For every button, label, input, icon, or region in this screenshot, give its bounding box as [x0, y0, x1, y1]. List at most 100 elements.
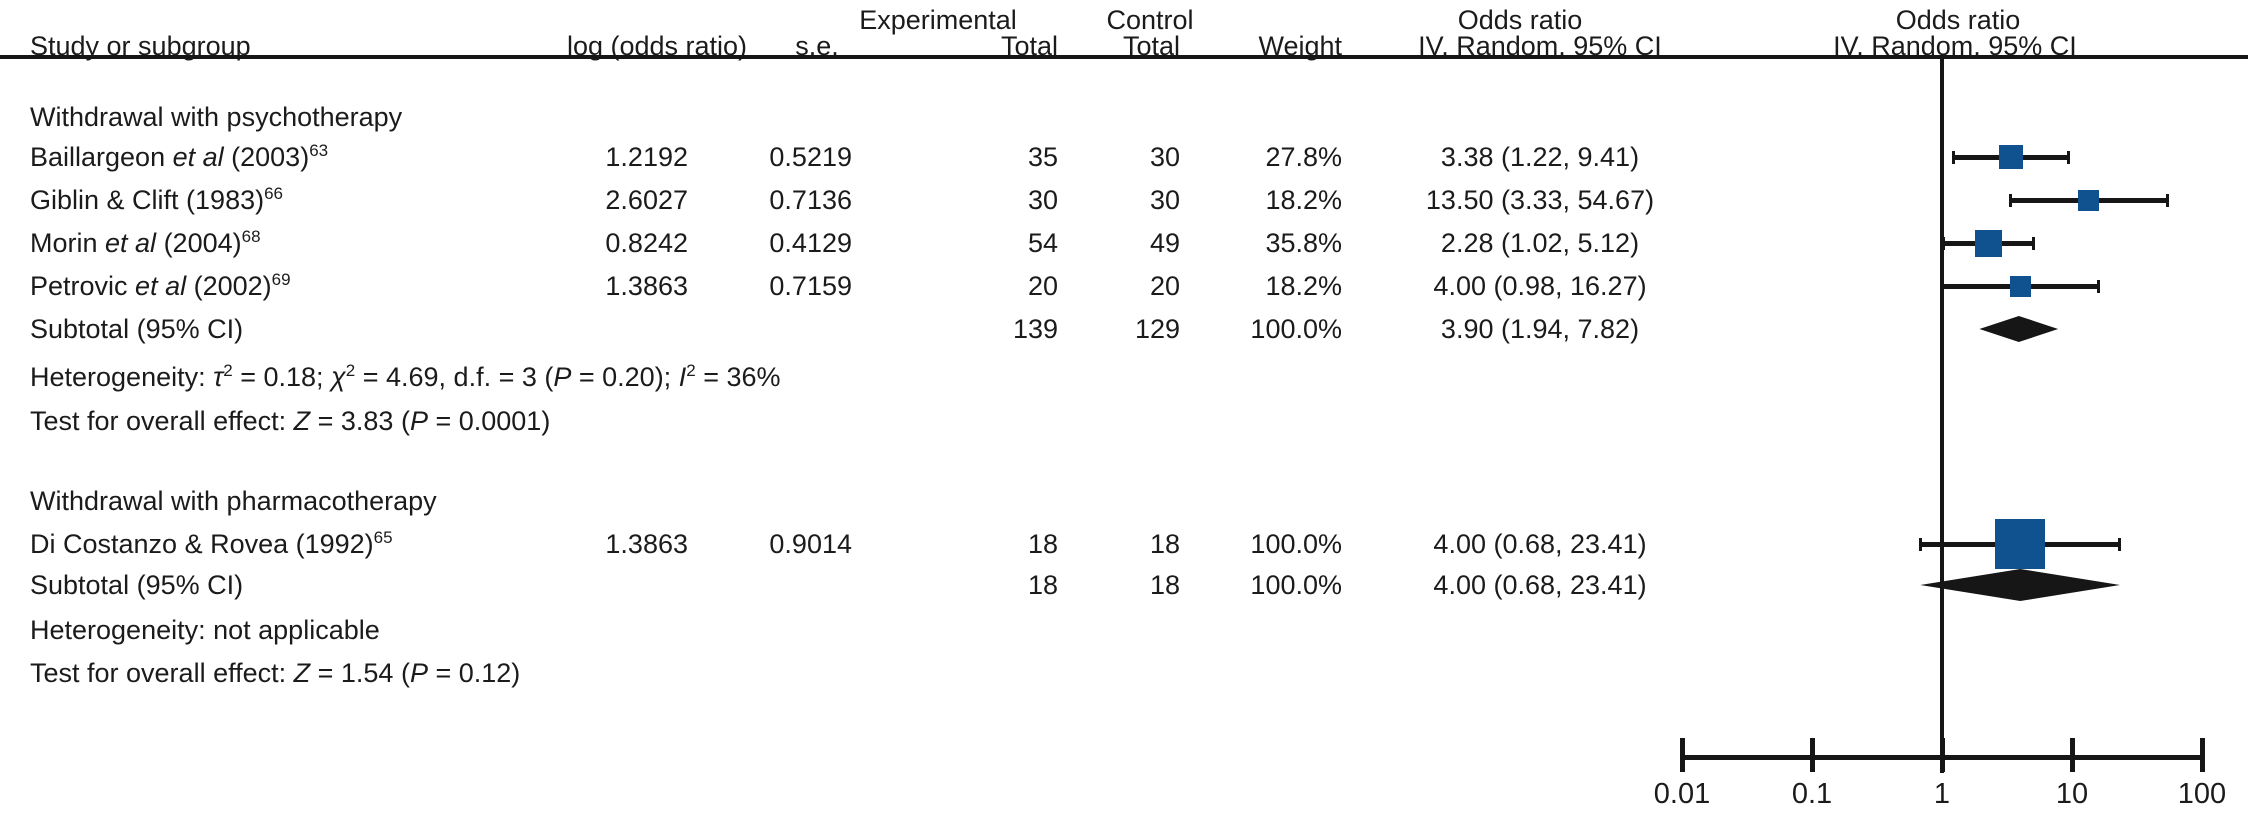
- het-part: = 0.20);: [571, 362, 679, 392]
- control-total-value: 20: [1149, 271, 1180, 301]
- experimental-total-value: 20: [1027, 271, 1058, 301]
- subtotal-row: Subtotal (95% CI) 18 18 100.0% 4.00 (0.6…: [0, 568, 2248, 602]
- study-name-year: (2003): [223, 142, 310, 172]
- reference-superscript: 65: [373, 528, 393, 547]
- overall-effect-text: Test for overall effect: Z = 3.83 (P = 0…: [30, 404, 1130, 438]
- i-squared-symbol: I: [678, 362, 687, 392]
- study-label: Petrovic et al (2002)69: [30, 269, 1010, 303]
- ci-cap: [1939, 280, 1943, 293]
- odds-ratio-ci-value: 4.00 (0.98, 16.27): [1433, 271, 1647, 301]
- reference-superscript: 68: [241, 227, 261, 246]
- ci-cap: [2097, 280, 2101, 293]
- control-total-value: 30: [1149, 185, 1180, 215]
- p-symbol: P: [409, 406, 428, 436]
- section-title-row: Withdrawal with psychotherapy: [0, 100, 2248, 134]
- z-symbol: Z: [293, 658, 311, 688]
- subtotal-diamond: [1979, 316, 2059, 342]
- control-total-value: 49: [1149, 228, 1180, 258]
- odds-ratio-ci-value: 13.50 (3.33, 54.67): [1425, 185, 1655, 215]
- weight-value: 100.0%: [1250, 314, 1342, 344]
- control-total-value: 18: [1149, 529, 1180, 559]
- odds-ratio-ci-value: 4.00 (0.68, 23.41): [1433, 570, 1647, 600]
- experimental-total-value: 54: [1027, 228, 1058, 258]
- column-group-odds-ratio-text: Odds ratio: [1457, 5, 1583, 35]
- se-value: 0.4129: [769, 228, 852, 258]
- heterogeneity-text: Heterogeneity: not applicable: [30, 615, 380, 645]
- experimental-total-value: 18: [1027, 570, 1058, 600]
- control-total-value: 18: [1149, 570, 1180, 600]
- odds-ratio-ci-value: 2.28 (1.02, 5.12): [1440, 228, 1640, 258]
- se-value: 0.9014: [769, 529, 852, 559]
- axis-tick-label: 10: [2055, 778, 2089, 810]
- superscript: 2: [345, 361, 356, 380]
- ci-cap: [2032, 237, 2036, 250]
- study-name-year: (2004): [156, 228, 242, 258]
- study-row: Petrovic et al (2002)69 1.3863 0.7159 20…: [0, 269, 2248, 303]
- study-row: Di Costanzo & Rovea (1992)65 1.3863 0.90…: [0, 527, 2248, 561]
- overall-effect-row: Test for overall effect: Z = 1.54 (P = 0…: [0, 656, 2248, 690]
- study-name: Giblin & Clift (1983): [30, 185, 265, 215]
- log-odds-ratio-value: 2.6027: [605, 185, 688, 215]
- study-name-year: (2002): [186, 271, 272, 301]
- header-group-row: Experimental Control Odds ratio Odds rat…: [0, 3, 2248, 37]
- weight-value: 18.2%: [1265, 271, 1342, 301]
- effect-square: [2009, 275, 2031, 297]
- subtotal-row: Subtotal (95% CI) 139 129 100.0% 3.90 (1…: [0, 312, 2248, 346]
- effect-square: [2078, 189, 2100, 211]
- axis-tick-label: 0.01: [1653, 778, 1711, 810]
- tau-symbol: τ: [213, 362, 224, 392]
- experimental-total-value: 139: [1012, 314, 1058, 344]
- ci-cap: [1942, 237, 1946, 250]
- test-part: = 0.12): [427, 658, 521, 688]
- se-value: 0.7136: [769, 185, 852, 215]
- se-value: 0.7159: [769, 271, 852, 301]
- study-name: Di Costanzo & Rovea (1992): [30, 529, 374, 559]
- subtotal-label: Subtotal (95% CI): [30, 314, 244, 344]
- ci-cap: [1919, 538, 1923, 551]
- study-name-italic: et al: [135, 271, 187, 301]
- log-odds-ratio-value: 0.8242: [605, 228, 688, 258]
- p-symbol: P: [553, 362, 572, 392]
- study-row: Baillargeon et al (2003)63 1.2192 0.5219…: [0, 140, 2248, 174]
- weight-value: 35.8%: [1265, 228, 1342, 258]
- heterogeneity-text: Heterogeneity: τ2 = 0.18; χ2 = 4.69, d.f…: [30, 360, 1130, 394]
- reference-superscript: 63: [309, 141, 329, 160]
- study-name: Petrovic: [30, 271, 136, 301]
- axis-tick: [1809, 738, 1815, 772]
- weight-value: 18.2%: [1265, 185, 1342, 215]
- ci-cap: [1952, 151, 1956, 164]
- axis-tick-label: 0.1: [1791, 778, 1833, 810]
- weight-value: 27.8%: [1265, 142, 1342, 172]
- log-odds-ratio-value: 1.2192: [605, 142, 688, 172]
- experimental-total-value: 18: [1027, 529, 1058, 559]
- log-odds-ratio-value: 1.3863: [605, 271, 688, 301]
- axis-tick: [1679, 738, 1685, 772]
- study-label: Morin et al (2004)68: [30, 226, 1010, 260]
- overall-effect-row: Test for overall effect: Z = 3.83 (P = 0…: [0, 404, 2248, 438]
- se-value: 0.5219: [769, 142, 852, 172]
- heterogeneity-row: Heterogeneity: τ2 = 0.18; χ2 = 4.69, d.f…: [0, 360, 2248, 394]
- odds-ratio-ci-value: 3.38 (1.22, 9.41): [1440, 142, 1640, 172]
- p-symbol: P: [409, 658, 428, 688]
- test-part: = 1.54 (: [310, 658, 410, 688]
- axis-tick: [1939, 738, 1945, 772]
- ci-cap: [2066, 151, 2070, 164]
- control-total-value: 30: [1149, 142, 1180, 172]
- section-title: Withdrawal with pharmacotherapy: [30, 486, 437, 516]
- reference-superscript: 69: [271, 270, 291, 289]
- ci-cap: [2118, 538, 2122, 551]
- effect-square: [1995, 519, 2046, 569]
- z-symbol: Z: [293, 406, 311, 436]
- log-odds-ratio-value: 1.3863: [605, 529, 688, 559]
- weight-value: 100.0%: [1250, 529, 1342, 559]
- column-group-odds-ratio-plot: Odds ratio: [1895, 5, 2021, 35]
- effect-square: [1975, 229, 2003, 257]
- axis-tick-label: 1: [1933, 778, 1951, 810]
- control-total-value: 129: [1134, 314, 1180, 344]
- odds-ratio-ci-value: 4.00 (0.68, 23.41): [1433, 529, 1647, 559]
- chi-symbol: χ: [331, 362, 346, 392]
- experimental-total-value: 30: [1027, 185, 1058, 215]
